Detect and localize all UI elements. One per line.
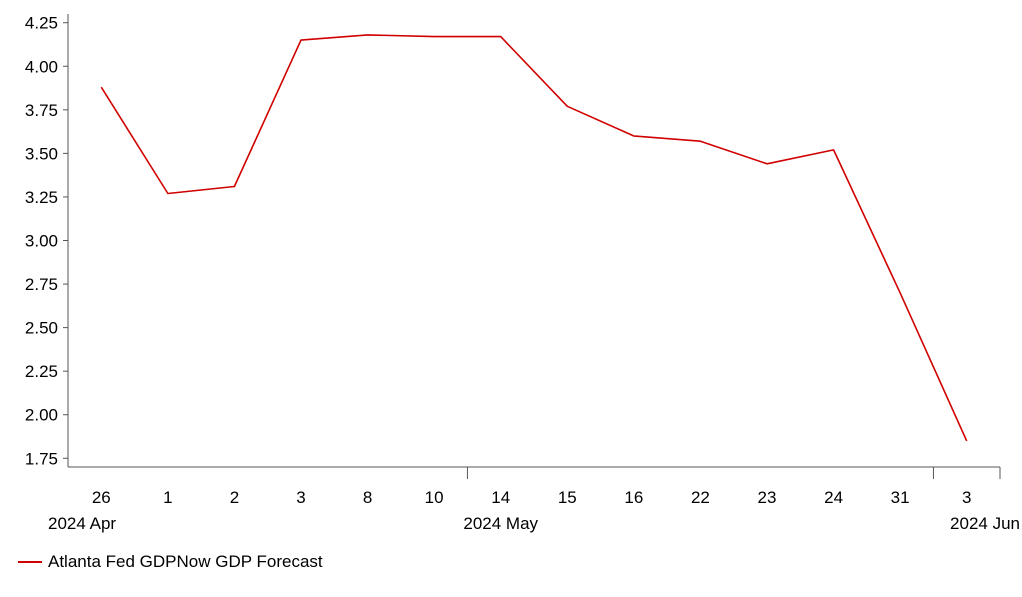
y-tick-label: 1.75: [25, 449, 58, 468]
x-tick-label: 26: [92, 488, 111, 507]
y-tick-label: 3.75: [25, 101, 58, 120]
legend-line-swatch: [18, 561, 42, 563]
x-tick-label: 10: [425, 488, 444, 507]
y-tick-label: 4.25: [25, 14, 58, 33]
legend: Atlanta Fed GDPNow GDP Forecast: [18, 552, 323, 572]
x-tick-label: 14: [491, 488, 510, 507]
x-tick-label: 2: [230, 488, 239, 507]
x-tick-label: 1: [163, 488, 172, 507]
month-label: 2024 Apr: [48, 514, 116, 533]
x-tick-label: 16: [624, 488, 643, 507]
month-label: 2024 Jun: [950, 514, 1020, 533]
series-layer: [100, 34, 968, 442]
x-tick-label: 23: [758, 488, 777, 507]
x-tick-label: 3: [296, 488, 305, 507]
y-tick-label: 3.50: [25, 144, 58, 163]
y-tick-label: 3.25: [25, 188, 58, 207]
series-line: [100, 34, 968, 442]
y-tick-label: 2.00: [25, 406, 58, 425]
month-label: 2024 May: [463, 514, 538, 533]
y-tick-label: 4.00: [25, 57, 58, 76]
y-tick-label: 2.50: [25, 319, 58, 338]
legend-label: Atlanta Fed GDPNow GDP Forecast: [48, 552, 323, 571]
y-axis: 4.25 4.00 3.75 3.50 3.25 3.00 2.75 2.50 2.25 2.00…: [25, 14, 69, 468]
y-tick-label: 2.75: [25, 275, 58, 294]
gdpnow-line-chart: 4.25 4.00 3.75 3.50 3.25 3.00 2.75 2.50 2.25 2.00…: [25, 14, 1020, 533]
x-tick-label: 22: [691, 488, 710, 507]
x-tick-label: 24: [824, 488, 843, 507]
x-tick-label: 31: [891, 488, 910, 507]
y-tick-label: 2.25: [25, 362, 58, 381]
x-tick-label: 3: [962, 488, 971, 507]
y-tick-label: 3.00: [25, 232, 58, 251]
x-tick-label: 15: [558, 488, 577, 507]
x-tick-label: 8: [363, 488, 372, 507]
